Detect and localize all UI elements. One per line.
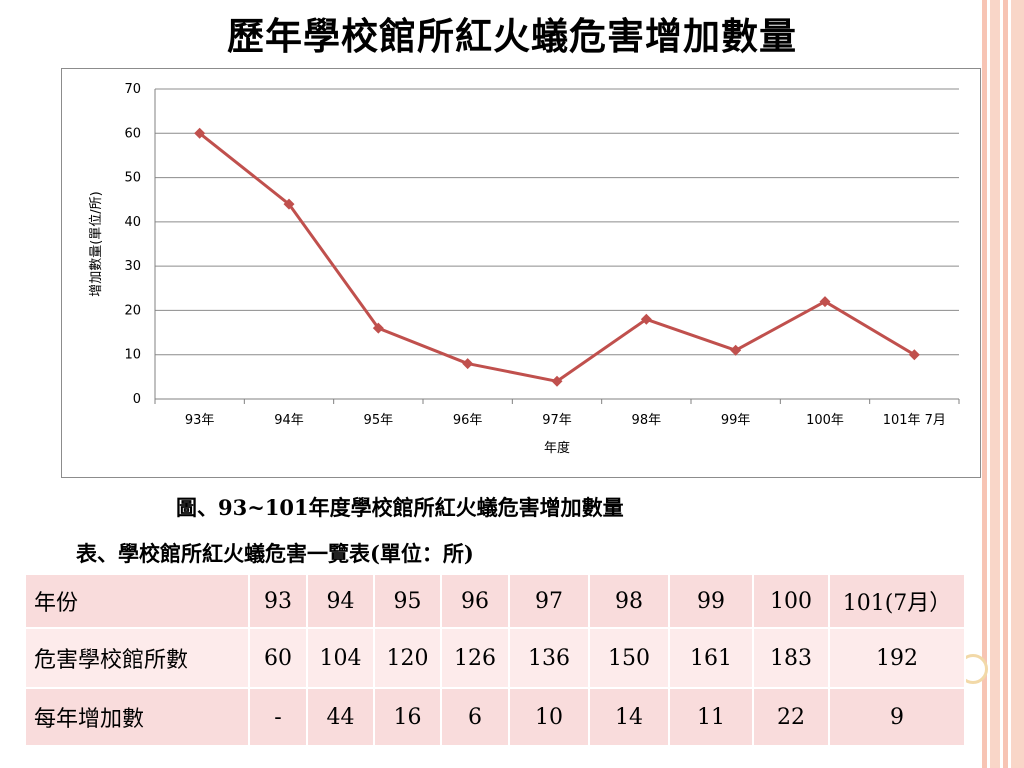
- x-tick-label: 95年: [364, 413, 394, 428]
- x-tick-label: 100年: [806, 413, 844, 428]
- y-tick-label: 0: [133, 392, 141, 407]
- x-tick-label: 94年: [274, 413, 304, 428]
- data-point: [730, 344, 742, 356]
- data-point: [462, 358, 474, 370]
- x-tick-label: 101年 7月: [883, 413, 946, 428]
- table-cell: 161: [669, 628, 754, 689]
- table-cell: 14: [589, 688, 670, 747]
- data-point: [819, 296, 831, 308]
- page-title: 歷年學校館所紅火蟻危害增加數量: [227, 14, 797, 58]
- table-cell: 150: [589, 628, 670, 689]
- x-axis-title: 年度: [544, 440, 570, 456]
- table-cell: 120: [374, 628, 442, 689]
- decor-stripe-2: [990, 0, 1000, 768]
- table-cell: 183: [753, 628, 830, 689]
- table-cell: 192: [829, 628, 966, 689]
- decor-stripe-1: [982, 0, 987, 768]
- y-tick-label: 60: [124, 126, 141, 141]
- table-header-cell: 100: [753, 575, 830, 629]
- table-cell: 9: [829, 688, 966, 747]
- table-cell: -: [249, 688, 308, 747]
- y-axis-title: 增加數量(單位/所): [89, 191, 104, 297]
- table-cell: 136: [509, 628, 590, 689]
- table-header-cell: 98: [589, 575, 670, 629]
- table-cell: 11: [669, 688, 754, 747]
- x-tick-label: 96年: [453, 413, 483, 428]
- table-cell: 60: [249, 628, 308, 689]
- stats-table: 年份 93 94 95 96 97 98 99 100 101(7月） 危害學校…: [26, 575, 966, 747]
- x-tick-label: 97年: [542, 413, 572, 428]
- line-chart: 0 10 20 30 40 50 60 70 93年 94年 95年 96年 97年 98年 99年 100年…: [89, 82, 960, 456]
- table-header-cell: 年份: [26, 575, 250, 629]
- table-header-cell: 99: [669, 575, 754, 629]
- y-tick-label: 50: [124, 171, 141, 186]
- table-header-cell: 95: [374, 575, 442, 629]
- table-header-cell: 93: [249, 575, 308, 629]
- table-row-label: 每年增加數: [26, 688, 250, 747]
- table-row: 每年增加數 - 44 16 6 10 14 11 22 9: [26, 688, 966, 747]
- y-tick-label: 70: [124, 82, 141, 97]
- table-header-cell: 94: [307, 575, 375, 629]
- decor-stripe-4: [1011, 0, 1024, 768]
- data-point: [908, 349, 920, 361]
- decor-stripe-3: [1003, 0, 1008, 768]
- table-cell: 44: [307, 688, 375, 747]
- table-cell: 6: [441, 688, 510, 747]
- table-cell: 22: [753, 688, 830, 747]
- series-line: [198, 132, 916, 383]
- data-point: [640, 313, 652, 325]
- y-tick-label: 20: [124, 303, 141, 318]
- table-header-cell: 101(7月）: [829, 575, 966, 629]
- chart-frame: 0 10 20 30 40 50 60 70 93年 94年 95年 96年 97年 98年 99年 100年…: [61, 68, 981, 478]
- data-point: [283, 198, 295, 210]
- table-row: 危害學校館所數 60 104 120 126 136 150 161 183 1…: [26, 628, 966, 689]
- x-tick-label: 93年: [185, 413, 215, 428]
- y-tick-label: 40: [124, 215, 141, 230]
- table-cell: 16: [374, 688, 442, 747]
- table-cell: 126: [441, 628, 510, 689]
- table-caption: 表、學校館所紅火蟻危害一覽表(單位：所): [76, 541, 474, 566]
- figure-caption: 圖、93~101年度學校館所紅火蟻危害增加數量: [176, 495, 624, 520]
- y-tick-label: 30: [124, 259, 141, 274]
- data-point: [551, 375, 563, 387]
- x-tick-label: 99年: [721, 413, 751, 428]
- table-header-cell: 97: [509, 575, 590, 629]
- y-tick-label: 10: [124, 348, 141, 363]
- table-header-cell: 96: [441, 575, 510, 629]
- table-header-row: 年份 93 94 95 96 97 98 99 100 101(7月）: [26, 575, 966, 629]
- table-cell: 10: [509, 688, 590, 747]
- table-row-label: 危害學校館所數: [26, 628, 250, 689]
- table-cell: 104: [307, 628, 375, 689]
- data-point: [372, 322, 384, 334]
- x-tick-label: 98年: [632, 413, 662, 428]
